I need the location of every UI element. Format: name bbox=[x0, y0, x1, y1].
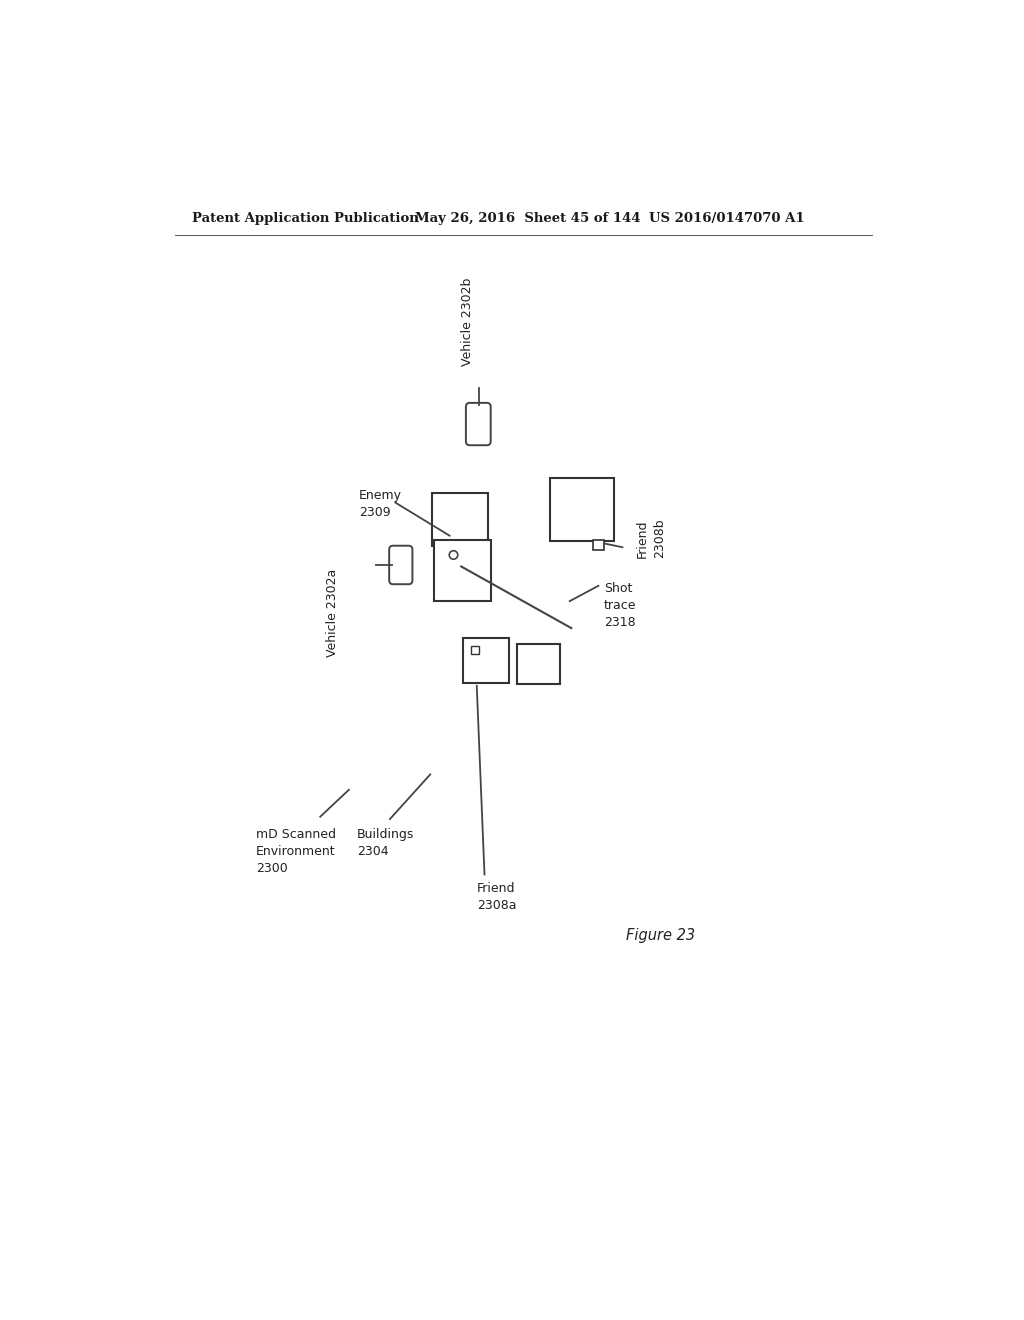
Bar bbox=[434, 540, 490, 601]
Text: Friend
2308a: Friend 2308a bbox=[477, 882, 516, 912]
Text: Figure 23: Figure 23 bbox=[626, 928, 694, 944]
Bar bbox=[471, 645, 479, 653]
Text: Vehicle 2302b: Vehicle 2302b bbox=[461, 279, 474, 367]
Text: Enemy
2309: Enemy 2309 bbox=[359, 490, 402, 520]
Bar bbox=[432, 494, 488, 545]
Text: May 26, 2016  Sheet 45 of 144: May 26, 2016 Sheet 45 of 144 bbox=[415, 213, 640, 224]
Text: Buildings
2304: Buildings 2304 bbox=[356, 829, 414, 858]
Text: Vehicle 2302a: Vehicle 2302a bbox=[326, 569, 339, 657]
Text: US 2016/0147070 A1: US 2016/0147070 A1 bbox=[649, 213, 805, 224]
FancyBboxPatch shape bbox=[466, 403, 490, 445]
Circle shape bbox=[450, 550, 458, 560]
Bar bbox=[550, 478, 614, 541]
Bar bbox=[593, 540, 604, 550]
Bar bbox=[463, 638, 509, 682]
Text: mD Scanned
Environment
2300: mD Scanned Environment 2300 bbox=[256, 829, 336, 875]
Text: Friend
2308b: Friend 2308b bbox=[636, 519, 666, 558]
Bar bbox=[517, 644, 560, 684]
Text: Shot
trace
2318: Shot trace 2318 bbox=[604, 582, 636, 628]
Text: Patent Application Publication: Patent Application Publication bbox=[193, 213, 419, 224]
FancyBboxPatch shape bbox=[389, 545, 413, 585]
